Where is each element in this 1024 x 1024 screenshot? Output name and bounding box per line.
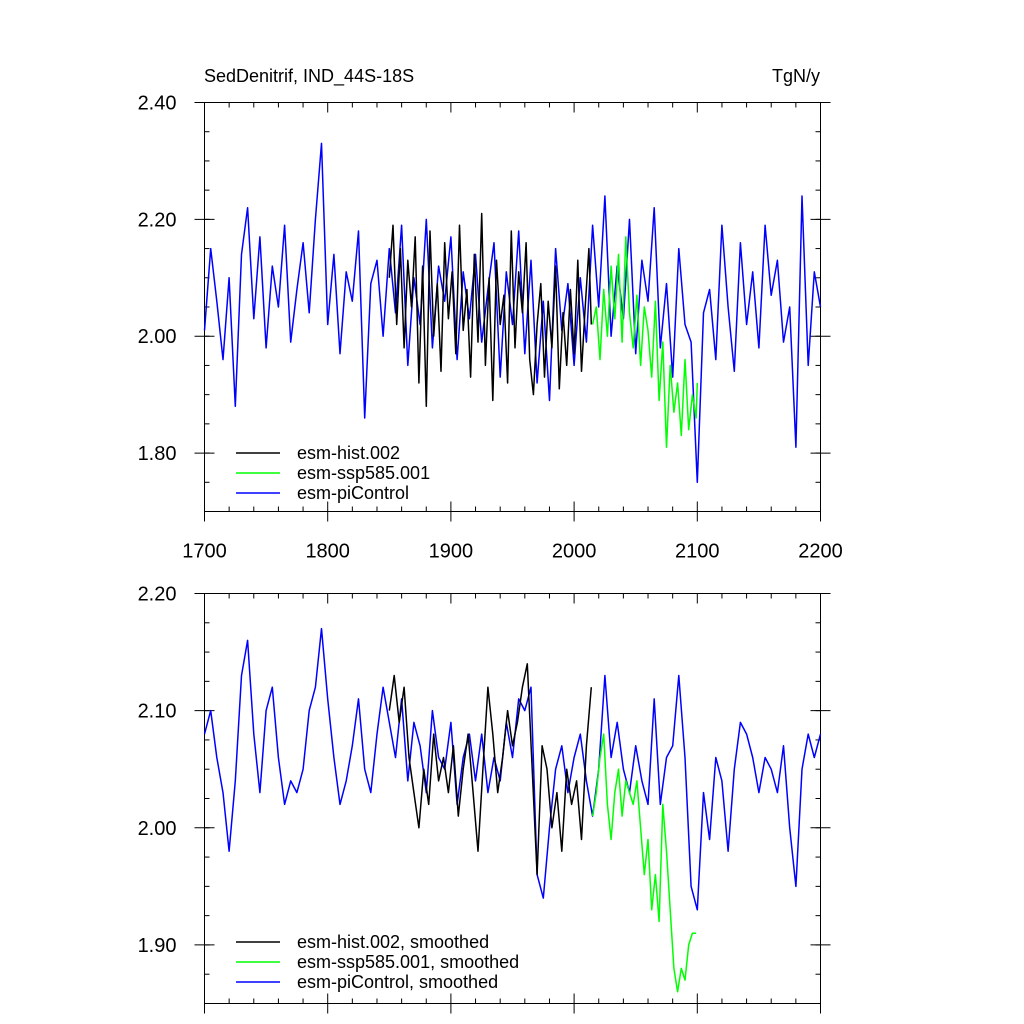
top-x-tick-label: 1900 — [429, 541, 474, 563]
top-legend-label: esm-hist.002 — [297, 443, 400, 463]
top-y-tick-label: 2.00 — [138, 326, 177, 348]
top-y-tick-label: 1.80 — [138, 443, 177, 465]
top-x-tick-label: 2200 — [798, 541, 843, 563]
top-series-line-2 — [203, 142, 822, 484]
bottom-series-line-1 — [591, 733, 697, 993]
top-x-tick-label: 2100 — [675, 541, 720, 563]
top-series-layer — [203, 142, 822, 484]
top-series-line-1 — [591, 236, 699, 448]
bottom-legend-label: esm-ssp585.001, smoothed — [297, 952, 519, 972]
top-y-tick-label: 2.20 — [138, 209, 177, 231]
bottom-y-tick-label: 1.90 — [138, 935, 177, 957]
bottom-panel: 1.902.002.102.20 esm-hist.002, smoothede… — [138, 584, 831, 1014]
top-x-tick-label: 1700 — [182, 541, 227, 563]
top-ticks: 1700 1800 1900 2000 2100 2200 1.80 2.00 2.20 2.40 — [138, 93, 843, 563]
bottom-ticks: 1.90 2.00 2.10 2.20 — [138, 584, 831, 1014]
top-x-tick-label: 1800 — [305, 541, 350, 563]
top-y-tick-label: 2.40 — [138, 93, 177, 115]
top-panel: SedDenitrif, IND_44S-18S TgN/y 1700 1800 1… — [138, 66, 843, 563]
bottom-y-tick-label: 2.20 — [138, 584, 177, 606]
top-series-line-0 — [388, 212, 593, 408]
top-legend-label: esm-piControl — [297, 483, 409, 503]
bottom-series-line-2 — [203, 627, 822, 911]
bottom-series-line-0 — [388, 663, 593, 876]
top-title: SedDenitrif, IND_44S-18S — [204, 66, 414, 87]
bottom-legend-label: esm-piControl, smoothed — [297, 972, 498, 992]
top-units: TgN/y — [772, 66, 820, 86]
bottom-y-tick-label: 2.10 — [138, 701, 177, 723]
top-x-tick-label: 2000 — [552, 541, 597, 563]
bottom-legend-label: esm-hist.002, smoothed — [297, 932, 489, 952]
top-legend-label: esm-ssp585.001 — [297, 463, 430, 483]
bottom-series-layer — [203, 627, 822, 993]
bottom-y-tick-label: 2.00 — [138, 818, 177, 840]
